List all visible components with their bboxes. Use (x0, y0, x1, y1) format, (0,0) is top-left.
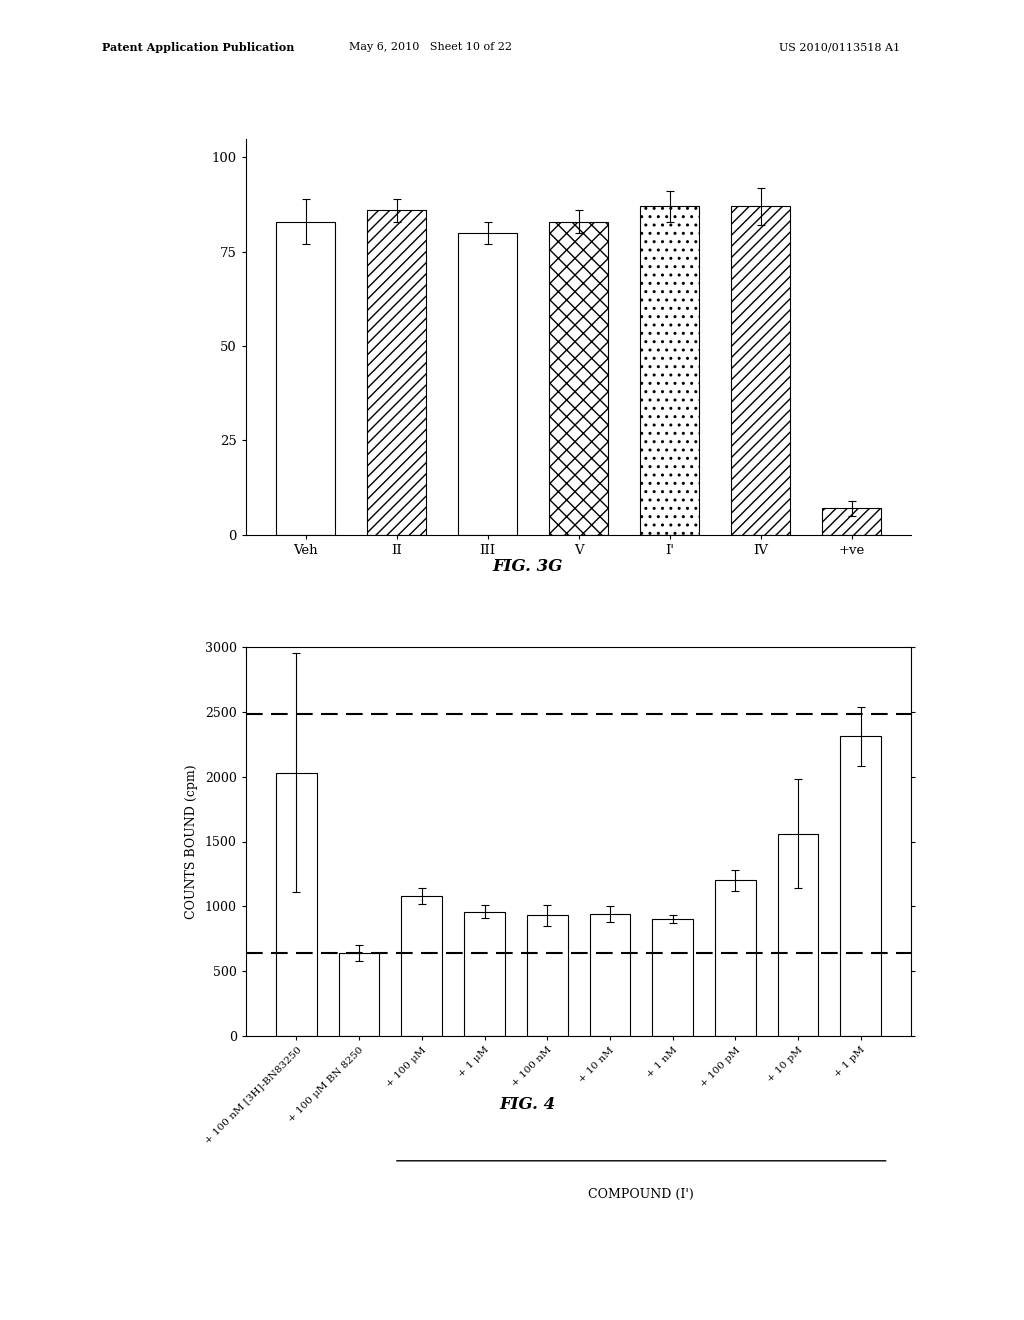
Text: May 6, 2010   Sheet 10 of 22: May 6, 2010 Sheet 10 of 22 (348, 42, 512, 53)
Bar (841, 737, 881, 1036)
Bar (715, 880, 756, 1036)
Bar (276, 222, 335, 535)
Text: US 2010/0113518 A1: US 2010/0113518 A1 (779, 42, 900, 53)
Bar (549, 222, 608, 535)
Bar (640, 206, 699, 535)
Bar (458, 232, 517, 535)
Bar (401, 896, 442, 1036)
Text: FIG. 4: FIG. 4 (500, 1096, 555, 1113)
Bar (777, 834, 818, 1036)
Bar (590, 915, 631, 1036)
Bar (652, 919, 693, 1036)
Bar (367, 210, 426, 535)
Text: Patent Application Publication: Patent Application Publication (102, 42, 295, 53)
Bar (822, 508, 881, 535)
Y-axis label: COUNTS BOUND (cpm): COUNTS BOUND (cpm) (184, 764, 198, 919)
Bar (276, 772, 316, 1036)
Bar (339, 953, 380, 1036)
Bar (731, 206, 791, 535)
Bar (526, 916, 567, 1036)
Text: FIG. 3G: FIG. 3G (493, 558, 562, 576)
Bar (464, 912, 505, 1036)
Text: COMPOUND (I'): COMPOUND (I') (589, 1188, 694, 1201)
